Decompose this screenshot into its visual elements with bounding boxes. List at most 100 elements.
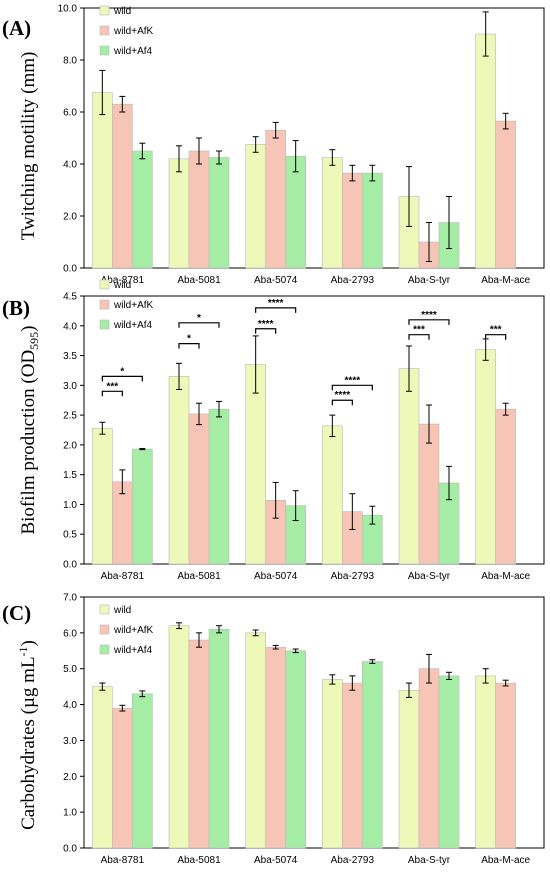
legend-swatch: [99, 624, 110, 635]
bar: [418, 423, 440, 565]
legend-label: wild+AfK: [113, 300, 154, 311]
ylabel-b-main: Biofilm production (OD: [18, 350, 39, 535]
bar: [475, 349, 496, 565]
legend-swatch: [99, 299, 110, 310]
bar: [475, 33, 496, 269]
panel-letter-b: (B): [2, 296, 30, 320]
legend-swatch: [99, 279, 110, 290]
panel-letter-a: (A): [2, 16, 31, 40]
bar: [188, 639, 210, 849]
bar: [398, 368, 420, 565]
bar: [362, 661, 383, 849]
legend-label: wild+AfK: [113, 26, 154, 37]
legend-label: wild: [113, 280, 131, 291]
bar: [92, 92, 113, 269]
legend-swatch: [99, 604, 110, 615]
significance-bracket: [331, 399, 353, 406]
legend-label: wild: [113, 605, 131, 616]
legend-swatch: [99, 644, 110, 655]
bar: [265, 646, 286, 849]
significance-label: *: [197, 313, 201, 324]
category-label: Aba-5081: [177, 855, 221, 866]
category-label: Aba-8781: [101, 855, 145, 866]
significance-bracket: [255, 307, 297, 313]
significance-label: ****: [268, 298, 284, 309]
bar: [285, 650, 306, 849]
y-tick-label: 4.0: [63, 321, 77, 332]
chart-panels: 0.0 2.0 4.0 6.0 8.0 10.0 Aba-8781 Aba-5081 Aba-5…: [58, 4, 545, 866]
y-tick-label: 5.0: [63, 664, 77, 675]
significance-label: ***: [490, 325, 502, 336]
significance-label: ****: [345, 375, 361, 386]
legend-swatch: [99, 319, 110, 330]
y-tick-label: 6.0: [63, 628, 77, 639]
significance-bracket: [331, 384, 373, 391]
ylabel-b: Biofilm production (OD595): [18, 325, 41, 534]
y-tick-label: 0.5: [63, 530, 77, 541]
legend-label: wild+AfK: [113, 625, 154, 636]
significance-bracket: [485, 334, 507, 340]
significance-label: ***: [413, 325, 425, 336]
bar: [208, 408, 230, 565]
bar: [188, 413, 210, 565]
bar: [112, 707, 133, 849]
significance-label: *: [187, 334, 191, 345]
significance-bracket: [255, 328, 277, 334]
bar: [132, 448, 153, 565]
legend-label: wild+Af4: [113, 645, 153, 656]
bar: [132, 150, 153, 269]
category-label: Aba-5074: [254, 855, 298, 866]
bar: [132, 693, 153, 849]
y-tick-label: 4.0: [63, 160, 77, 171]
legend-label: wild+Af4: [113, 46, 153, 57]
ylabel-a: Twitching motility (mm): [18, 52, 39, 241]
bar: [418, 668, 440, 849]
category-label: Aba-5081: [177, 275, 221, 286]
category-label: Aba-S-tyr: [408, 855, 451, 866]
ylabel-b-subscript: 595: [27, 332, 41, 350]
legend-swatch: [99, 25, 110, 36]
bar: [322, 425, 343, 565]
ylabel-b-end: ): [18, 325, 39, 331]
significance-bracket: [178, 322, 220, 328]
bar: [265, 129, 286, 269]
ylabel-c: Carbohydrates (µg mL-1): [16, 640, 39, 830]
legend-label: wild: [113, 6, 131, 17]
y-tick-label: 7.0: [63, 593, 77, 604]
bar: [168, 376, 190, 565]
plot-frame: [83, 596, 545, 849]
panel-3: 0.0 1.0 2.0 3.0 4.0 5.0 6.0 7.0 Aba-8781 Aba-5081…: [63, 593, 545, 866]
y-tick-label: 4.5: [63, 292, 77, 303]
y-tick-label: 2.0: [63, 440, 77, 451]
significance-label: *: [120, 366, 124, 377]
y-tick-label: 1.5: [63, 470, 77, 481]
plot-frame: [83, 7, 545, 269]
bar: [92, 686, 113, 849]
category-label: Aba-M-ace: [481, 855, 530, 866]
category-label: Aba-M-ace: [481, 275, 530, 286]
significance-label: ****: [421, 310, 437, 321]
significance-bracket: [101, 390, 123, 397]
y-tick-label: 0.0: [63, 264, 77, 275]
y-tick-label: 3.5: [63, 351, 77, 362]
y-tick-label: 3.0: [63, 736, 77, 747]
bar: [342, 172, 363, 269]
y-tick-label: 6.0: [63, 108, 77, 119]
significance-label: ****: [335, 390, 351, 401]
legend-swatch: [99, 45, 110, 56]
ylabel-c-main: Carbohydrates (µg mL: [18, 656, 39, 829]
significance-label: ****: [258, 319, 274, 330]
bar: [322, 157, 343, 269]
category-label: Aba-5074: [254, 571, 298, 582]
category-label: Aba-5074: [254, 275, 298, 286]
y-tick-label: 3.0: [63, 381, 77, 392]
y-tick-label: 8.0: [63, 56, 77, 67]
category-label: Aba-2793: [331, 855, 375, 866]
bar: [112, 103, 133, 269]
ylabel-c-superscript: -1: [16, 646, 30, 656]
bar: [168, 625, 190, 849]
bar: [495, 682, 516, 849]
ylabel-c-end: ): [18, 640, 39, 646]
legend-label: wild+Af4: [113, 320, 153, 331]
